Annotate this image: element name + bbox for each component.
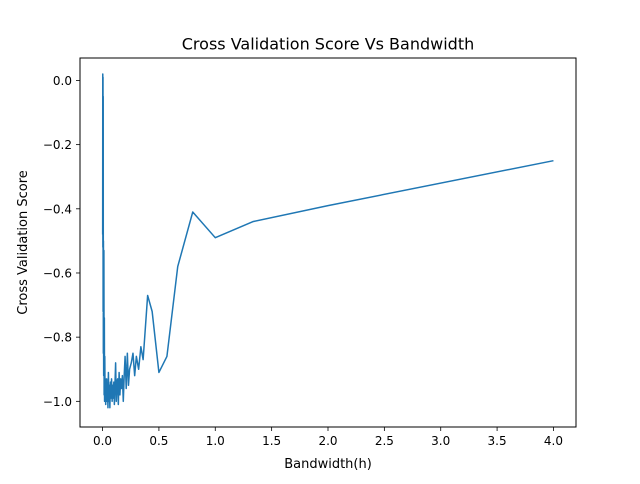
- y-axis-label: Cross Validation Score: [16, 170, 31, 315]
- x-tick-label: 0.0: [93, 434, 112, 448]
- x-tick-label: 1.5: [262, 434, 281, 448]
- y-tick-label: −1.0: [43, 395, 72, 409]
- y-tick-label: −0.8: [43, 331, 72, 345]
- y-tick-label: −0.2: [43, 138, 72, 152]
- x-tick-label: 0.5: [149, 434, 168, 448]
- x-tick-label: 2.5: [375, 434, 394, 448]
- y-tick-label: −0.4: [43, 202, 72, 216]
- chart-title: Cross Validation Score Vs Bandwidth: [182, 35, 474, 54]
- x-tick-label: 4.0: [544, 434, 563, 448]
- series-line-0: [101, 73, 554, 409]
- x-tick-label: 2.0: [318, 434, 337, 448]
- y-tick-label: 0.0: [53, 74, 72, 88]
- x-axis-label: Bandwidth(h): [284, 457, 372, 472]
- x-tick-label: 3.0: [431, 434, 450, 448]
- y-tick-label: −0.6: [43, 266, 72, 280]
- x-tick-label: 3.5: [488, 434, 507, 448]
- x-tick-label: 1.0: [206, 434, 225, 448]
